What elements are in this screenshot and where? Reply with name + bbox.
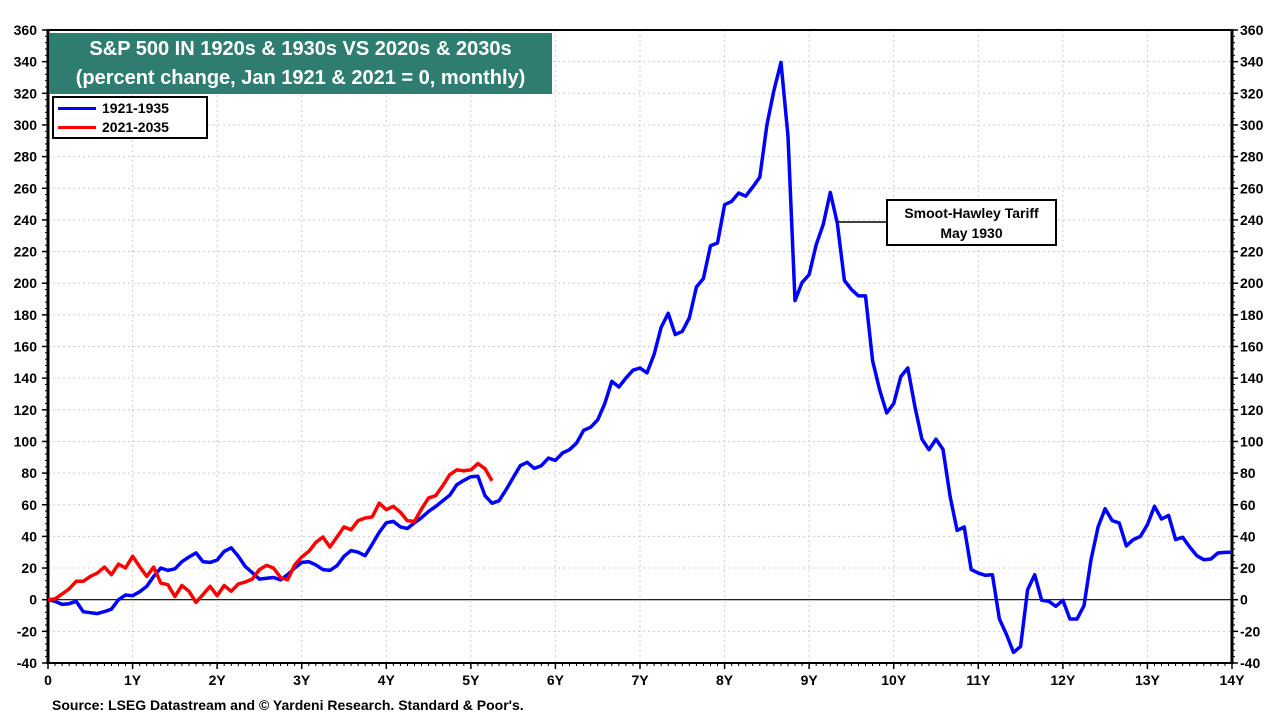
y-tick-label-left: 220 [14,244,38,260]
source-note: Source: LSEG Datastream and © Yardeni Re… [52,697,524,713]
y-tick-label-right: 360 [1240,22,1264,38]
y-tick-label-right: 180 [1240,307,1264,323]
y-tick-label-right: 240 [1240,212,1264,228]
y-tick-label-left: -40 [17,655,37,671]
y-tick-label-right: 280 [1240,149,1264,165]
x-tick-label: 10Y [881,672,907,688]
y-tick-label-left: 40 [21,528,37,544]
x-tick-label: 3Y [293,672,311,688]
legend-item-1921-1935: 1921-1935 [54,99,206,117]
x-tick-label: 11Y [966,672,991,688]
axes: -40 -40 -20 -20 0 0 20 20 40 40 60 60 80 80 100 100 120 1… [14,22,1264,688]
y-tick-label-left: 360 [14,22,38,38]
series-lines [47,60,1233,655]
x-tick-label: 2Y [209,672,227,688]
y-tick-label-left: 140 [14,370,38,386]
legend-label: 1921-1935 [102,100,169,116]
y-tick-label-left: 260 [14,180,38,196]
y-tick-label-right: 20 [1240,560,1256,576]
y-tick-label-left: 340 [14,54,38,70]
x-tick-label: 4Y [378,672,396,688]
y-tick-label-right: 120 [1240,402,1264,418]
y-tick-label-right: 80 [1240,465,1256,481]
y-tick-label-right: 0 [1240,592,1248,608]
y-tick-label-left: 240 [14,212,38,228]
y-tick-label-left: 80 [21,465,37,481]
y-tick-label-left: 200 [14,275,38,291]
y-tick-label-left: 100 [14,433,38,449]
chart-title: S&P 500 IN 1920s & 1930s VS 2020s & 2030… [89,38,512,60]
y-tick-label-left: 0 [29,592,37,608]
y-tick-label-left: 280 [14,149,38,165]
x-tick-label: 12Y [1050,672,1076,688]
y-tick-label-right: 340 [1240,54,1264,70]
y-tick-label-right: 320 [1240,85,1264,101]
y-tick-label-left: 160 [14,339,38,355]
grid [48,30,1232,663]
legend-item-2021-2035: 2021-2035 [54,118,206,136]
y-tick-label-right: 40 [1240,528,1256,544]
chart-subtitle: (percent change, Jan 1921 & 2021 = 0, mo… [75,67,526,89]
chart-title-box: S&P 500 IN 1920s & 1930s VS 2020s & 2030… [49,33,552,94]
y-tick-label-left: -20 [17,623,37,639]
y-tick-label-right: 260 [1240,180,1264,196]
y-tick-label-right: 220 [1240,244,1264,260]
y-tick-label-right: 160 [1240,339,1264,355]
y-tick-label-right: 60 [1240,497,1256,513]
y-tick-label-right: 200 [1240,275,1264,291]
y-tick-label-right: 100 [1240,433,1264,449]
y-tick-label-left: 60 [21,497,37,513]
x-tick-label: 5Y [462,672,480,688]
legend-label: 2021-2035 [102,119,169,135]
x-tick-label: 14Y [1220,672,1246,688]
y-tick-label-right: -20 [1240,623,1260,639]
annotation-line2: May 1930 [940,225,1003,241]
y-tick-label-left: 120 [14,402,38,418]
y-tick-label-right: 300 [1240,117,1264,133]
x-tick-label: 6Y [547,672,565,688]
y-tick-label-left: 300 [14,117,38,133]
x-tick-label: 0 [44,672,52,688]
annotation-box: Smoot-Hawley Tariff May 1930 [886,199,1057,246]
annotation-line1: Smoot-Hawley Tariff [904,205,1039,221]
y-tick-label-right: -40 [1240,655,1260,671]
y-tick-label-left: 320 [14,85,38,101]
x-tick-label: 8Y [716,672,734,688]
legend-swatch-blue [58,106,96,110]
series-line-1921-1935 [47,60,1233,655]
series-line-2021-2035 [47,461,494,605]
x-tick-label: 13Y [1135,672,1161,688]
x-tick-label: 9Y [801,672,819,688]
x-tick-label: 7Y [631,672,649,688]
legend-swatch-red [58,125,96,129]
y-tick-label-right: 140 [1240,370,1264,386]
legend: 1921-1935 2021-2035 [52,96,208,139]
y-tick-label-left: 20 [21,560,37,576]
y-tick-label-left: 180 [14,307,38,323]
x-tick-label: 1Y [124,672,142,688]
